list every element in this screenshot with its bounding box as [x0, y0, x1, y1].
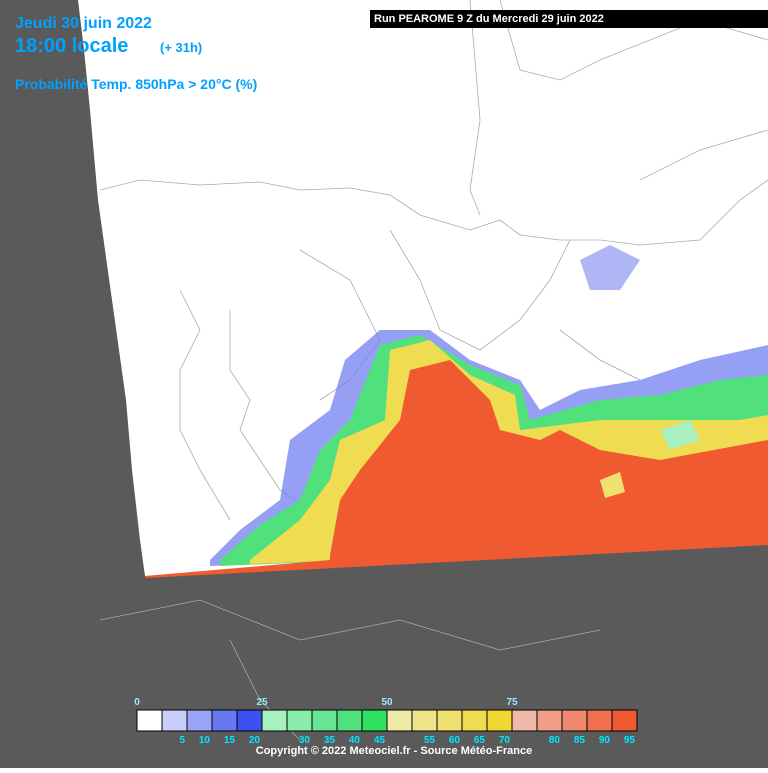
legend-label: 70	[499, 735, 511, 746]
legend-swatch	[236, 709, 263, 732]
legend-swatch	[361, 709, 388, 732]
legend-swatch	[561, 709, 588, 732]
legend-swatch	[211, 709, 238, 732]
legend-label: 35	[324, 735, 336, 746]
legend-swatch	[161, 709, 188, 732]
legend-swatch	[611, 709, 638, 732]
probability-field	[145, 245, 768, 578]
legend-label: 80	[549, 735, 561, 746]
legend-label: 40	[349, 735, 361, 746]
legend-swatch	[536, 709, 563, 732]
date: Jeudi 30 juin 2022	[15, 15, 152, 32]
run-banner	[370, 10, 768, 28]
legend-label: 90	[599, 735, 611, 746]
copyright: Copyright © 2022 Meteociel.fr - Source M…	[256, 745, 532, 757]
legend-label: 25	[256, 697, 268, 708]
legend-swatch	[386, 709, 413, 732]
legend-swatch	[486, 709, 513, 732]
legend-swatch	[286, 709, 313, 732]
parameter: Probabilité Temp. 850hPa > 20°C (%)	[15, 76, 257, 92]
legend-label: 85	[574, 735, 586, 746]
legend-swatch	[311, 709, 338, 732]
legend-label: 30	[299, 735, 311, 746]
legend-label: 10	[199, 735, 211, 746]
legend-swatch	[261, 709, 288, 732]
legend-label: 75	[506, 697, 518, 708]
lead-time: (+ 31h)	[160, 40, 202, 55]
run-label: Run PEAROME 9 Z du Mercredi 29 juin 2022	[374, 13, 604, 25]
legend-swatch	[136, 709, 163, 732]
legend-swatch	[336, 709, 363, 732]
time: 18:00 locale	[15, 35, 128, 57]
legend-swatch	[436, 709, 463, 732]
legend-swatch	[461, 709, 488, 732]
legend-label: 15	[224, 735, 236, 746]
legend-label: 95	[624, 735, 636, 746]
legend-label: 60	[449, 735, 461, 746]
legend-swatch	[511, 709, 538, 732]
legend-label: 0	[134, 697, 140, 708]
legend-label: 20	[249, 735, 261, 746]
legend: 0 5 10 15 20 25 30 35 40 45 50 55 60 65 70 75 80 85 90 95	[134, 697, 638, 746]
legend-label: 65	[474, 735, 486, 746]
legend-swatch	[586, 709, 613, 732]
legend-swatch	[186, 709, 213, 732]
legend-label: 55	[424, 735, 436, 746]
legend-swatch	[411, 709, 438, 732]
legend-label: 50	[381, 697, 393, 708]
legend-label: 45	[374, 735, 386, 746]
legend-label: 5	[179, 735, 185, 746]
